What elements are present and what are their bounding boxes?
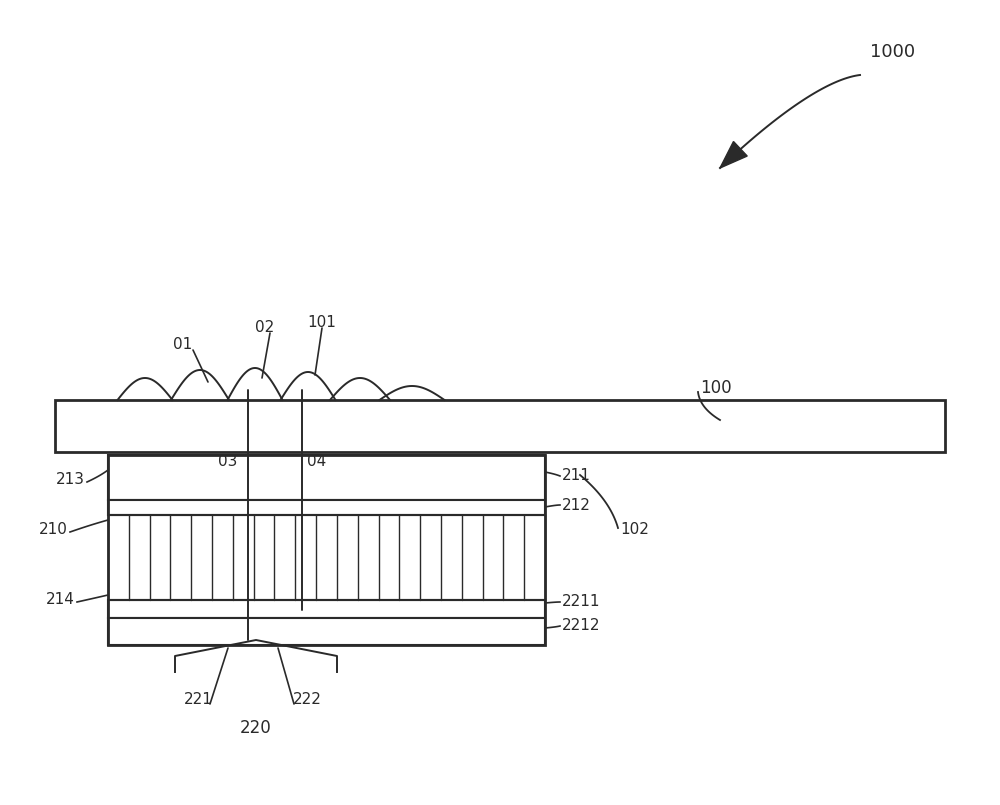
Text: 1000: 1000: [870, 43, 915, 61]
Text: 2211: 2211: [562, 593, 600, 609]
Text: 222: 222: [293, 692, 321, 708]
Bar: [108, 600, 545, 618]
Polygon shape: [720, 142, 747, 168]
Text: 214: 214: [46, 592, 75, 608]
Text: 2212: 2212: [562, 617, 600, 633]
Bar: [108, 455, 545, 645]
Bar: [108, 500, 545, 515]
Bar: [55, 400, 945, 452]
Text: 04: 04: [307, 455, 326, 469]
Text: 212: 212: [562, 497, 591, 513]
Bar: [108, 455, 545, 500]
Text: 211: 211: [562, 468, 591, 482]
Text: 01: 01: [173, 337, 193, 353]
Text: 03: 03: [218, 455, 237, 469]
Text: 213: 213: [56, 473, 85, 488]
Text: 221: 221: [184, 692, 212, 708]
Text: 102: 102: [620, 522, 649, 538]
Text: 220: 220: [240, 719, 272, 737]
Text: 210: 210: [39, 522, 68, 538]
Text: 101: 101: [308, 316, 336, 331]
Bar: [108, 618, 545, 645]
Text: 02: 02: [255, 320, 275, 336]
Text: 100: 100: [700, 379, 732, 397]
